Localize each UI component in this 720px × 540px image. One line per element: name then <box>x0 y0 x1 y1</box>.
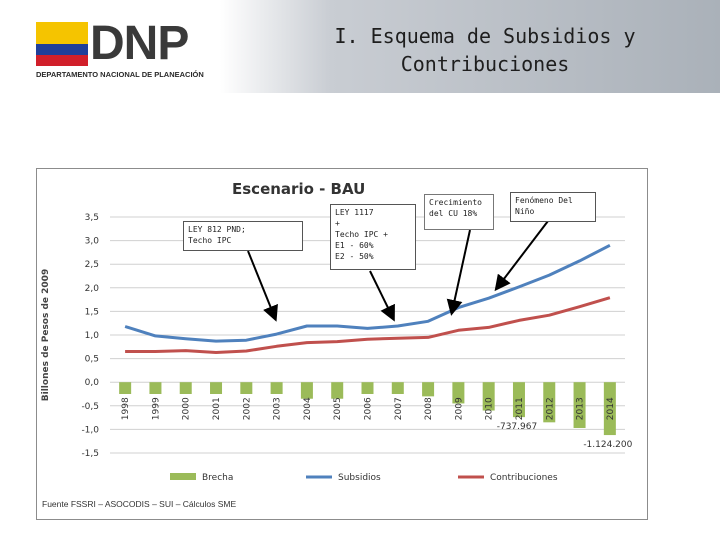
x-tick-label: 2001 <box>212 397 222 420</box>
bar-brecha <box>482 382 495 411</box>
bar-brecha <box>331 382 344 399</box>
bar-brecha <box>391 382 404 394</box>
x-tick-label: 2009 <box>454 397 464 420</box>
x-tick-label: 2002 <box>242 397 252 420</box>
x-tick-label: 1998 <box>121 397 131 420</box>
series-line-contribuciones <box>125 296 611 354</box>
annotation-arrow <box>369 270 395 322</box>
data-label: -1.124.200 <box>583 440 632 450</box>
bar-brecha <box>452 382 465 404</box>
x-tick-label: 2010 <box>485 397 495 420</box>
slide-title: I. Esquema de Subsidios y Contribuciones <box>290 22 680 78</box>
slide-title-line-2: Contribuciones <box>400 52 570 76</box>
annotation-crecimiento-cu: Crecimiento del CU 18% <box>424 194 494 230</box>
x-tick-label: 2005 <box>333 397 343 420</box>
bar-brecha <box>240 382 253 394</box>
bar-brecha <box>422 382 435 397</box>
x-tick-label: 2006 <box>364 397 374 420</box>
logo-subtitle: DEPARTAMENTO NACIONAL DE PLANEACIÓN <box>36 70 204 79</box>
y-tick-label: -1,5 <box>81 449 99 459</box>
bar-brecha <box>543 382 556 423</box>
x-tick-label: 2012 <box>545 397 555 420</box>
dnp-logo: DNP DEPARTAMENTO NACIONAL DE PLANEACIÓN <box>36 17 226 82</box>
bar-brecha <box>210 382 223 394</box>
data-label: -737.967 <box>497 422 537 432</box>
bar-brecha <box>361 382 374 394</box>
y-tick-label: 1,5 <box>85 307 99 317</box>
y-tick-label: 0,5 <box>85 355 99 365</box>
y-tick-label: 2,0 <box>85 284 100 294</box>
x-tick-label: 2013 <box>576 397 586 420</box>
annotation-arrow <box>247 250 278 322</box>
chart-title: Escenario - BAU <box>232 180 366 198</box>
y-tick-label: 0,0 <box>85 378 100 388</box>
legend-swatch-brecha <box>170 473 196 480</box>
bar-brecha <box>603 382 616 436</box>
x-tick-label: 2004 <box>303 397 313 420</box>
x-tick-label: 1999 <box>151 397 161 420</box>
legend-label: Brecha <box>202 473 233 483</box>
annotation-arrow <box>494 220 549 292</box>
legend-label: Contribuciones <box>490 473 558 483</box>
series-line-subsidios <box>124 243 611 343</box>
annotation-arrow <box>446 229 471 316</box>
x-tick-label: 2011 <box>515 397 525 420</box>
y-tick-label: 2,5 <box>85 260 99 270</box>
x-tick-label: 2014 <box>606 397 616 420</box>
bar-brecha <box>300 382 313 399</box>
logo-text: DNP <box>90 17 189 70</box>
annotation-ley-812: LEY 812 PND; Techo IPC <box>183 221 303 251</box>
source-note: Fuente FSSRI – ASOCODIS – SUI – Cálculos… <box>42 499 237 509</box>
bar-brecha <box>270 382 283 394</box>
y-tick-label: 3,5 <box>85 213 99 223</box>
y-tick-label: 3,0 <box>85 237 100 247</box>
y-tick-label: -0,5 <box>81 402 99 412</box>
header-banner: DNP DEPARTAMENTO NACIONAL DE PLANEACIÓN … <box>0 0 720 93</box>
y-tick-label: 1,0 <box>85 331 100 341</box>
slide-title-line-1: I. Esquema de Subsidios y <box>334 24 636 48</box>
bar-brecha <box>179 382 192 394</box>
annotation-fenomeno-nino: Fenómeno Del Niño <box>510 192 596 222</box>
x-tick-label: 2000 <box>182 397 192 420</box>
annotation-ley-1117: LEY 1117 + Techo IPC + E1 - 60% E2 - 50% <box>330 204 416 270</box>
bar-brecha <box>573 382 586 428</box>
y-tick-label: -1,0 <box>81 425 99 435</box>
bar-brecha <box>119 382 132 394</box>
bar-brecha <box>512 382 525 418</box>
bar-brecha <box>149 382 162 394</box>
x-tick-label: 2008 <box>424 397 434 420</box>
colombia-flag-icon <box>36 22 88 66</box>
x-tick-label: 2007 <box>394 397 404 420</box>
legend-label: Subsidios <box>338 473 381 483</box>
x-tick-label: 2003 <box>273 397 283 420</box>
